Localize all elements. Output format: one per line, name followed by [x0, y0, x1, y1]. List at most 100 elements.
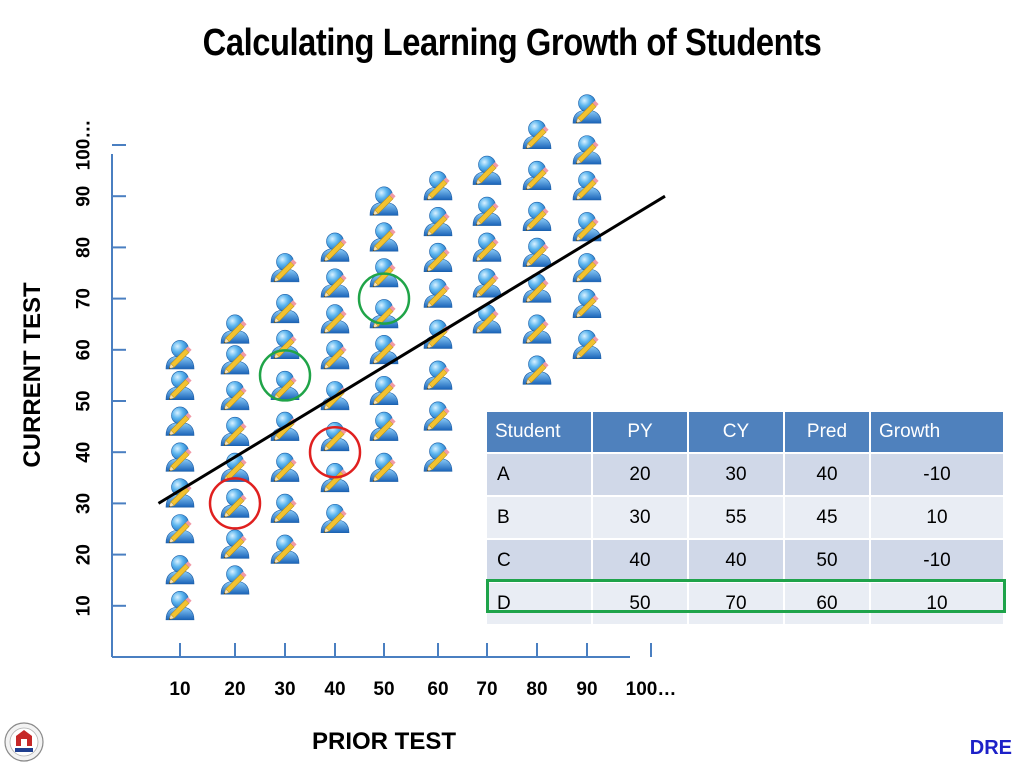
highlight-circle-c — [308, 425, 362, 479]
student-with-pencil-icon — [270, 293, 300, 326]
student-with-pencil-icon — [522, 237, 552, 269]
student-with-pencil-icon — [220, 416, 250, 449]
cell-pred: 45 — [784, 495, 871, 539]
student-with-pencil-icon — [165, 339, 195, 372]
student-with-pencil-icon — [522, 314, 552, 346]
x-tick-label: 80 — [526, 679, 547, 700]
header-student: Student — [487, 412, 593, 453]
student-with-pencil-icon — [270, 493, 300, 525]
student-with-pencil-icon — [572, 288, 602, 321]
student-with-pencil-icon — [220, 488, 250, 520]
student-with-pencil-icon — [369, 375, 399, 408]
header-cy: CY — [688, 412, 785, 453]
y-tick-label: 50 — [74, 390, 95, 411]
table-row: C 40 40 50 -10 — [487, 538, 1005, 582]
cell-pred: 40 — [784, 452, 871, 496]
student-with-pencil-icon — [369, 411, 399, 443]
y-tick-label: 20 — [74, 544, 95, 565]
student-with-pencil-icon — [472, 155, 502, 187]
cell-growth: 10 — [870, 581, 1005, 624]
table-header-row: Student PY CY Pred Growth — [487, 412, 1005, 453]
student-with-pencil-icon — [572, 135, 602, 167]
y-tick-label: 40 — [74, 442, 95, 463]
cell-pred: 50 — [784, 538, 871, 582]
student-with-pencil-icon — [369, 452, 399, 484]
student-with-pencil-icon — [369, 186, 399, 218]
y-tick-label: 70 — [74, 288, 95, 309]
highlight-circle-d — [357, 272, 411, 325]
table-row: D 50 70 60 10 — [487, 581, 1005, 624]
y-tick-label: 80 — [74, 237, 95, 258]
student-with-pencil-icon — [522, 119, 552, 152]
student-with-pencil-icon — [572, 252, 602, 285]
slide-title: Calculating Learning Growth of Students — [202, 22, 822, 64]
student-with-pencil-icon — [522, 201, 552, 233]
student-with-pencil-icon — [220, 529, 250, 561]
student-with-pencil-icon — [423, 442, 453, 474]
student-with-pencil-icon — [220, 314, 250, 346]
student-with-pencil-icon — [220, 565, 250, 597]
cell-growth: -10 — [870, 452, 1005, 496]
student-with-pencil-icon — [165, 554, 195, 587]
regression-line — [157, 194, 666, 505]
y-axis-title: CURRENT TEST — [19, 282, 46, 468]
student-with-pencil-icon — [423, 401, 453, 433]
student-with-pencil-icon — [369, 298, 399, 331]
cell-growth: -10 — [870, 538, 1005, 582]
table-row: B 30 55 45 10 — [487, 495, 1005, 539]
cell-cy: 30 — [688, 452, 785, 496]
student-with-pencil-icon — [472, 196, 502, 228]
student-with-pencil-icon — [220, 345, 250, 377]
school-district-seal-icon — [4, 722, 44, 762]
student-with-pencil-icon — [572, 94, 602, 126]
student-with-pencil-icon — [522, 355, 552, 387]
student-with-pencil-icon — [572, 329, 602, 361]
cell-student: D — [487, 581, 593, 624]
x-tick-label: 70 — [476, 679, 497, 700]
x-tick-label: 30 — [274, 679, 295, 700]
cell-py: 40 — [592, 538, 689, 582]
student-with-pencil-icon — [320, 503, 350, 536]
student-with-pencil-icon — [270, 534, 300, 566]
highlight-circle-a — [208, 477, 262, 530]
student-with-pencil-icon — [165, 442, 195, 474]
x-tick-label: 40 — [324, 679, 345, 700]
student-with-pencil-icon — [165, 406, 195, 438]
cell-cy: 40 — [688, 538, 785, 582]
cell-student: A — [487, 452, 593, 496]
footer-mark: DRE — [969, 737, 1012, 759]
header-growth: Growth — [870, 412, 1005, 453]
student-with-pencil-icon — [472, 268, 502, 300]
student-with-pencil-icon — [423, 360, 453, 392]
student-with-pencil-icon — [165, 590, 195, 623]
student-with-pencil-icon — [320, 268, 350, 300]
cell-cy: 55 — [688, 495, 785, 539]
student-with-pencil-icon — [369, 222, 399, 254]
student-with-pencil-icon — [522, 160, 552, 193]
cell-py: 30 — [592, 495, 689, 539]
student-with-pencil-icon — [270, 370, 300, 402]
y-tick-label: 60 — [74, 339, 95, 360]
y-tick-label: 10 — [74, 595, 95, 616]
x-tick-label: 20 — [224, 679, 245, 700]
student-with-pencil-icon — [423, 242, 453, 274]
highlight-circle-b — [258, 349, 312, 402]
student-with-pencil-icon — [270, 452, 300, 484]
table-row: A 20 30 40 -10 — [487, 452, 1005, 496]
student-with-pencil-icon — [423, 170, 453, 203]
header-pred: Pred — [784, 412, 871, 453]
cell-py: 20 — [592, 452, 689, 496]
x-tick-label: 60 — [427, 679, 448, 700]
y-tick-label: 30 — [74, 493, 95, 514]
cell-cy: 70 — [688, 581, 785, 624]
student-with-pencil-icon — [423, 278, 453, 310]
x-axis-title: PRIOR TEST — [311, 728, 457, 755]
y-tick-label: 100… — [74, 120, 95, 171]
header-py: PY — [592, 412, 689, 453]
student-with-pencil-icon — [472, 232, 502, 264]
student-with-pencil-icon — [270, 252, 300, 285]
student-with-pencil-icon — [320, 232, 350, 264]
x-tick-label: 50 — [373, 679, 394, 700]
student-with-pencil-icon — [220, 380, 250, 413]
